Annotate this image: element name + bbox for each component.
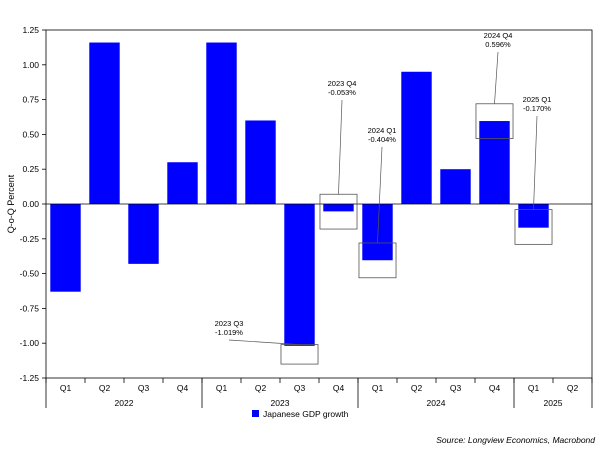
x-tick-label: Q1 — [216, 383, 228, 393]
bar — [440, 169, 471, 204]
y-tick-label: -0.75 — [20, 303, 40, 313]
bar — [89, 42, 120, 204]
bar — [206, 42, 237, 204]
annotation-box — [319, 193, 358, 230]
annotation-value: 0.596% — [485, 40, 511, 49]
annotation-label: 2025 Q1 — [523, 95, 552, 104]
y-tick-label: 0.00 — [22, 199, 39, 209]
x-tick-label: Q1 — [60, 383, 72, 393]
x-tick-label: Q2 — [99, 383, 111, 393]
year-label: 2023 — [271, 398, 290, 408]
annotation-value: -0.053% — [328, 88, 356, 97]
y-tick-label: -1.25 — [20, 373, 40, 383]
annotation-value: -0.170% — [523, 104, 551, 113]
legend-label: Japanese GDP growth — [263, 409, 349, 419]
bar — [284, 204, 315, 346]
x-tick-label: Q3 — [450, 383, 462, 393]
x-tick-label: Q3 — [138, 383, 150, 393]
y-tick-label: 0.25 — [22, 164, 39, 174]
year-label: 2025 — [544, 398, 563, 408]
y-tick-label: 1.00 — [22, 60, 39, 70]
bar — [50, 204, 81, 292]
x-tick-label: Q3 — [294, 383, 306, 393]
y-axis-label: Q-o-Q Percent — [6, 174, 16, 233]
annotation-leader — [533, 115, 538, 210]
bar — [323, 204, 354, 212]
bar — [245, 120, 276, 204]
x-tick-label: Q4 — [333, 383, 345, 393]
annotation-label: 2023 Q3 — [215, 319, 244, 328]
bar — [362, 204, 393, 261]
y-tick-label: 1.25 — [22, 25, 39, 35]
x-tick-label: Q1 — [528, 383, 540, 393]
y-tick-label: 0.75 — [22, 95, 39, 105]
annotation-label: 2024 Q1 — [368, 126, 397, 135]
annotation-leader — [228, 339, 300, 345]
legend-swatch — [252, 410, 259, 417]
annotation-box — [280, 344, 319, 365]
y-tick-label: -1.00 — [20, 338, 40, 348]
annotation-value: -0.404% — [368, 135, 396, 144]
bar — [128, 204, 159, 264]
x-tick-label: Q2 — [411, 383, 423, 393]
annotation-leader — [494, 51, 499, 104]
x-tick-label: Q2 — [567, 383, 579, 393]
annotation-value: -1.019% — [215, 328, 243, 337]
x-tick-label: Q4 — [489, 383, 501, 393]
bar — [167, 162, 198, 204]
y-tick-label: -0.50 — [20, 269, 40, 279]
year-label: 2022 — [115, 398, 134, 408]
annotation-leader — [377, 146, 383, 243]
x-tick-label: Q4 — [177, 383, 189, 393]
x-tick-label: Q2 — [255, 383, 267, 393]
annotation-leader — [338, 99, 343, 195]
bar — [401, 71, 432, 204]
y-tick-label: 0.50 — [22, 129, 39, 139]
x-tick-label: Q1 — [372, 383, 384, 393]
annotation-label: 2023 Q4 — [328, 79, 357, 88]
year-label: 2024 — [427, 398, 446, 408]
y-tick-label: -0.25 — [20, 234, 40, 244]
source-note: Source: Longview Economics, Macrobond — [436, 435, 595, 445]
bar — [479, 121, 510, 204]
annotation-label: 2024 Q4 — [484, 31, 513, 40]
